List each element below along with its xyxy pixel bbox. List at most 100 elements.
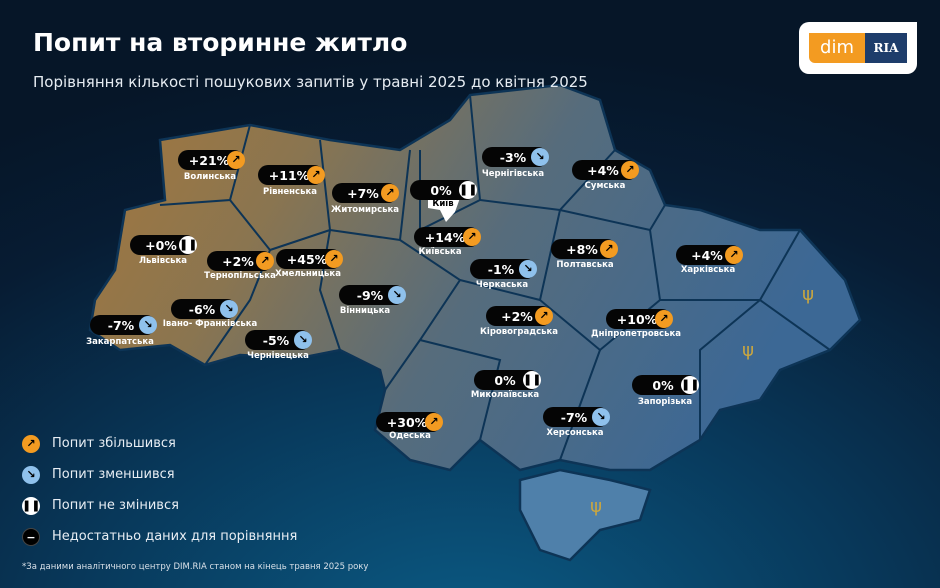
region-value: -7%	[560, 409, 588, 425]
region-value: +14%	[424, 229, 466, 245]
arrow-down-right-icon: ↘	[22, 465, 40, 484]
arrow-up-right-icon: ↗	[256, 252, 274, 270]
region-badge: +0% ❚❚	[130, 235, 197, 255]
region-name: Полтавська	[556, 260, 614, 270]
logo-dim: dim	[809, 33, 865, 63]
region-name: Івано- Франківська	[162, 319, 258, 329]
region-value: -3%	[499, 149, 527, 165]
region-value: 0%	[652, 377, 674, 393]
region-name: Миколаївська	[470, 390, 540, 400]
arrow-down-right-icon: ↘	[220, 300, 238, 318]
region-value: 0%	[430, 182, 452, 198]
region-name: Тернопільська	[204, 271, 276, 281]
region-value: +0%	[145, 237, 177, 253]
region-name: Запорізька	[637, 397, 693, 407]
page-title: Попит на вторинне житло	[33, 28, 408, 57]
region-name: Одеська	[389, 431, 431, 441]
region-value: +4%	[587, 162, 619, 178]
pause-icon: ❚❚	[523, 371, 541, 389]
region-name: Київська	[418, 247, 462, 257]
legend-item: ❚❚ Попит не змінився	[22, 490, 297, 521]
arrow-down-right-icon: ↘	[294, 331, 312, 349]
region-name: Чернівецька	[247, 351, 309, 361]
arrow-up-right-icon: ↗	[425, 413, 443, 431]
region-value: +4%	[691, 247, 723, 263]
arrow-up-right-icon: ↗	[325, 250, 343, 268]
arrow-up-right-icon: ↗	[725, 246, 743, 264]
trident-icon: ψ	[590, 496, 602, 517]
region-badge: +8% ↗	[551, 239, 618, 259]
arrow-up-right-icon: ↗	[307, 166, 325, 184]
region-badge: +21% ↗	[178, 150, 245, 170]
pause-icon: ❚❚	[459, 181, 477, 199]
region-badge: -9% ↘	[339, 285, 406, 305]
region-name: Закарпатська	[86, 337, 154, 347]
region-badge: 0% ❚❚	[410, 180, 477, 200]
region-badge: +14% ↗	[414, 227, 481, 247]
region-name: Хмельницька	[275, 269, 341, 279]
region-name: Харківська	[680, 265, 736, 275]
region-badge: +45% ↗	[276, 249, 343, 269]
arrow-up-right-icon: ↗	[22, 434, 40, 453]
region-value: +30%	[386, 414, 428, 430]
arrow-up-right-icon: ↗	[655, 310, 673, 328]
region-badge: 0% ❚❚	[632, 375, 699, 395]
pause-icon: ❚❚	[681, 376, 699, 394]
region-name: Львівська	[138, 256, 188, 266]
region-name: Чернігівська	[481, 169, 545, 179]
dim-ria-logo: dim RIA	[799, 22, 917, 74]
trident-icon: ψ	[742, 340, 754, 361]
arrow-down-right-icon: ↘	[139, 316, 157, 334]
pause-icon: ❚❚	[22, 496, 40, 515]
region-badge: -7% ↘	[90, 315, 157, 335]
region-value: +7%	[347, 185, 379, 201]
region-value: +45%	[286, 251, 328, 267]
region-borders	[159, 94, 831, 461]
arrow-down-right-icon: ↘	[531, 148, 549, 166]
region-value: +8%	[566, 241, 598, 257]
crimea-outline	[518, 468, 652, 562]
legend-label: Недостатньо даних для порівняння	[52, 529, 298, 544]
region-value: -1%	[487, 261, 515, 277]
legend-label: Попит збільшився	[52, 436, 176, 451]
legend: ↗ Попит збільшився ↘ Попит зменшився ❚❚ Попит…	[22, 428, 297, 552]
arrow-down-right-icon: ↘	[519, 260, 537, 278]
arrow-down-right-icon: ↘	[388, 286, 406, 304]
region-name: Рівненська	[263, 187, 317, 197]
region-value: +21%	[188, 152, 230, 168]
legend-item: − Недостатньо даних для порівняння	[22, 521, 297, 552]
region-value: -7%	[107, 317, 135, 333]
legend-label: Попит зменшився	[52, 467, 175, 482]
region-badge: -1% ↘	[470, 259, 537, 279]
region-badge: -7% ↘	[543, 407, 610, 427]
region-badge: -3% ↘	[482, 147, 549, 167]
region-name: Херсонська	[546, 428, 604, 438]
region-name: Житомирська	[330, 205, 400, 215]
minus-icon: −	[22, 527, 40, 546]
region-badge: 0% ❚❚	[474, 370, 541, 390]
region-value: -6%	[188, 301, 216, 317]
region-badge: +7% ↗	[332, 183, 399, 203]
region-name: Волинська	[183, 172, 237, 182]
arrow-down-right-icon: ↘	[592, 408, 610, 426]
region-value: +2%	[501, 308, 533, 324]
logo-ria: RIA	[865, 33, 907, 63]
region-badge: -6% ↘	[171, 299, 238, 319]
region-value: +10%	[616, 311, 658, 327]
region-value: 0%	[494, 372, 516, 388]
footnote: *За даними аналітичного центру DIM.RIA с…	[22, 562, 369, 572]
region-value: +2%	[222, 253, 254, 269]
region-badge: +4% ↗	[572, 160, 639, 180]
legend-item: ↘ Попит зменшився	[22, 459, 297, 490]
region-badge: +10% ↗	[606, 309, 673, 329]
region-badge: +11% ↗	[258, 165, 325, 185]
legend-item: ↗ Попит збільшився	[22, 428, 297, 459]
arrow-up-right-icon: ↗	[600, 240, 618, 258]
region-value: +11%	[268, 167, 310, 183]
region-badge: +4% ↗	[676, 245, 743, 265]
region-badge: +2% ↗	[207, 251, 274, 271]
region-name: Черкаська	[475, 280, 529, 290]
arrow-up-right-icon: ↗	[535, 307, 553, 325]
region-name: Вінницька	[339, 306, 391, 316]
arrow-up-right-icon: ↗	[621, 161, 639, 179]
